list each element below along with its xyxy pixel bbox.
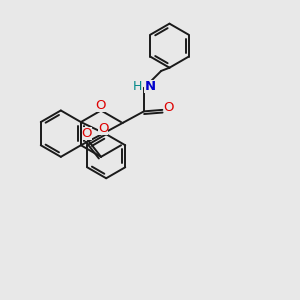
Text: O: O [164, 101, 174, 114]
Text: H: H [133, 80, 142, 93]
Text: O: O [98, 122, 109, 135]
Text: N: N [144, 80, 155, 93]
Text: O: O [96, 99, 106, 112]
Text: O: O [82, 127, 92, 140]
